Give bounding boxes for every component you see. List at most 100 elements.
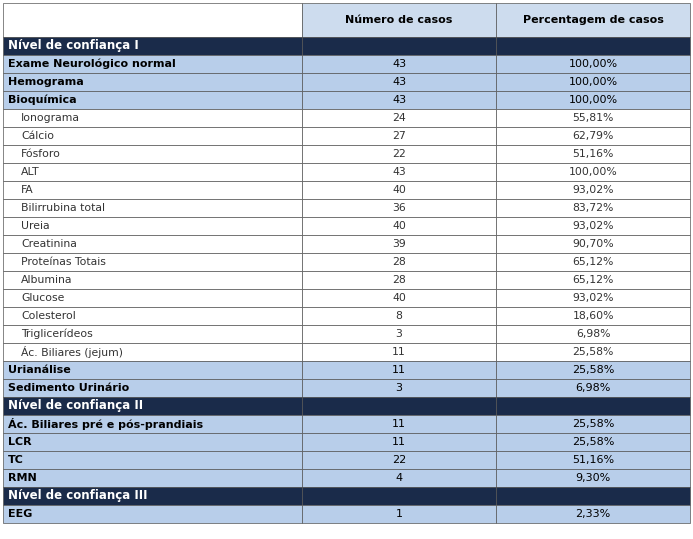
Bar [496, 109, 690, 127]
Bar [496, 3, 690, 37]
Bar [302, 199, 496, 217]
Text: RMN: RMN [8, 473, 37, 483]
Text: 40: 40 [392, 185, 406, 195]
Bar [302, 127, 496, 145]
Bar [3, 361, 302, 379]
Text: 83,72%: 83,72% [572, 203, 614, 213]
Text: Nível de confiança II: Nível de confiança II [8, 399, 143, 412]
Bar [3, 469, 302, 487]
Bar [496, 289, 690, 307]
Text: 65,12%: 65,12% [572, 257, 614, 267]
Bar [496, 235, 690, 253]
Text: Número de casos: Número de casos [345, 15, 453, 25]
Text: LCR: LCR [8, 437, 32, 447]
Text: 28: 28 [392, 257, 406, 267]
Text: Proteínas Totais: Proteínas Totais [21, 257, 106, 267]
Bar [3, 325, 302, 343]
Text: ALT: ALT [21, 167, 40, 177]
Text: 6,98%: 6,98% [575, 383, 611, 393]
Bar [496, 451, 690, 469]
Text: Bioquímica: Bioquímica [8, 95, 77, 105]
Text: 24: 24 [392, 113, 406, 123]
Text: 100,00%: 100,00% [569, 167, 617, 177]
Bar [496, 487, 690, 505]
Bar [496, 415, 690, 433]
Bar [496, 145, 690, 163]
Text: 22: 22 [392, 455, 406, 465]
Text: 18,60%: 18,60% [572, 311, 614, 321]
Text: 43: 43 [392, 59, 406, 69]
Text: 11: 11 [392, 347, 406, 357]
Bar [496, 91, 690, 109]
Text: 93,02%: 93,02% [572, 221, 614, 231]
Bar [496, 127, 690, 145]
Text: Bilirrubina total: Bilirrubina total [21, 203, 105, 213]
Text: 22: 22 [392, 149, 406, 159]
Text: 100,00%: 100,00% [568, 77, 617, 87]
Bar [302, 487, 496, 505]
Text: 4: 4 [396, 473, 403, 483]
Text: 11: 11 [392, 419, 406, 429]
Text: 39: 39 [392, 239, 406, 249]
Text: 43: 43 [392, 95, 406, 105]
Bar [496, 343, 690, 361]
Bar [3, 217, 302, 235]
Text: Ác. Biliares (jejum): Ác. Biliares (jejum) [21, 346, 123, 358]
Text: Sedimento Urinário: Sedimento Urinário [8, 383, 130, 393]
Text: 11: 11 [392, 437, 406, 447]
Text: EEG: EEG [8, 509, 33, 519]
Bar [3, 253, 302, 271]
Text: Fósforo: Fósforo [21, 149, 61, 159]
Bar [496, 505, 690, 523]
Bar [302, 271, 496, 289]
Text: Ác. Biliares pré e pós-prandiais: Ác. Biliares pré e pós-prandiais [8, 418, 203, 430]
Bar [496, 217, 690, 235]
Text: 3: 3 [396, 383, 403, 393]
Bar [302, 163, 496, 181]
Bar [3, 181, 302, 199]
Bar [496, 433, 690, 451]
Text: Ionograma: Ionograma [21, 113, 80, 123]
Bar [302, 181, 496, 199]
Bar [496, 379, 690, 397]
Bar [496, 73, 690, 91]
Text: 40: 40 [392, 221, 406, 231]
Text: 11: 11 [392, 365, 406, 375]
Text: 9,30%: 9,30% [575, 473, 611, 483]
Text: 25,58%: 25,58% [572, 437, 614, 447]
Text: TC: TC [8, 455, 24, 465]
Text: Urianálise: Urianálise [8, 365, 71, 375]
Text: Nível de confiança III: Nível de confiança III [8, 489, 148, 502]
Text: 8: 8 [396, 311, 403, 321]
Bar [302, 217, 496, 235]
Bar [302, 3, 496, 37]
Text: 65,12%: 65,12% [572, 275, 614, 285]
Text: 25,58%: 25,58% [572, 365, 614, 375]
Text: 100,00%: 100,00% [568, 59, 617, 69]
Text: 28: 28 [392, 275, 406, 285]
Bar [496, 55, 690, 73]
Bar [3, 127, 302, 145]
Bar [302, 397, 496, 415]
Bar [3, 397, 302, 415]
Bar [302, 145, 496, 163]
Bar [496, 163, 690, 181]
Text: Nível de confiança I: Nível de confiança I [8, 39, 139, 52]
Text: Albumina: Albumina [21, 275, 73, 285]
Text: 25,58%: 25,58% [572, 419, 614, 429]
Text: 100,00%: 100,00% [568, 95, 617, 105]
Bar [3, 343, 302, 361]
Bar [496, 325, 690, 343]
Bar [302, 55, 496, 73]
Bar [302, 37, 496, 55]
Bar [3, 433, 302, 451]
Bar [302, 379, 496, 397]
Bar [496, 469, 690, 487]
Text: 36: 36 [392, 203, 406, 213]
Bar [496, 271, 690, 289]
Text: 62,79%: 62,79% [572, 131, 614, 141]
Bar [3, 289, 302, 307]
Bar [496, 181, 690, 199]
Bar [302, 451, 496, 469]
Bar [3, 487, 302, 505]
